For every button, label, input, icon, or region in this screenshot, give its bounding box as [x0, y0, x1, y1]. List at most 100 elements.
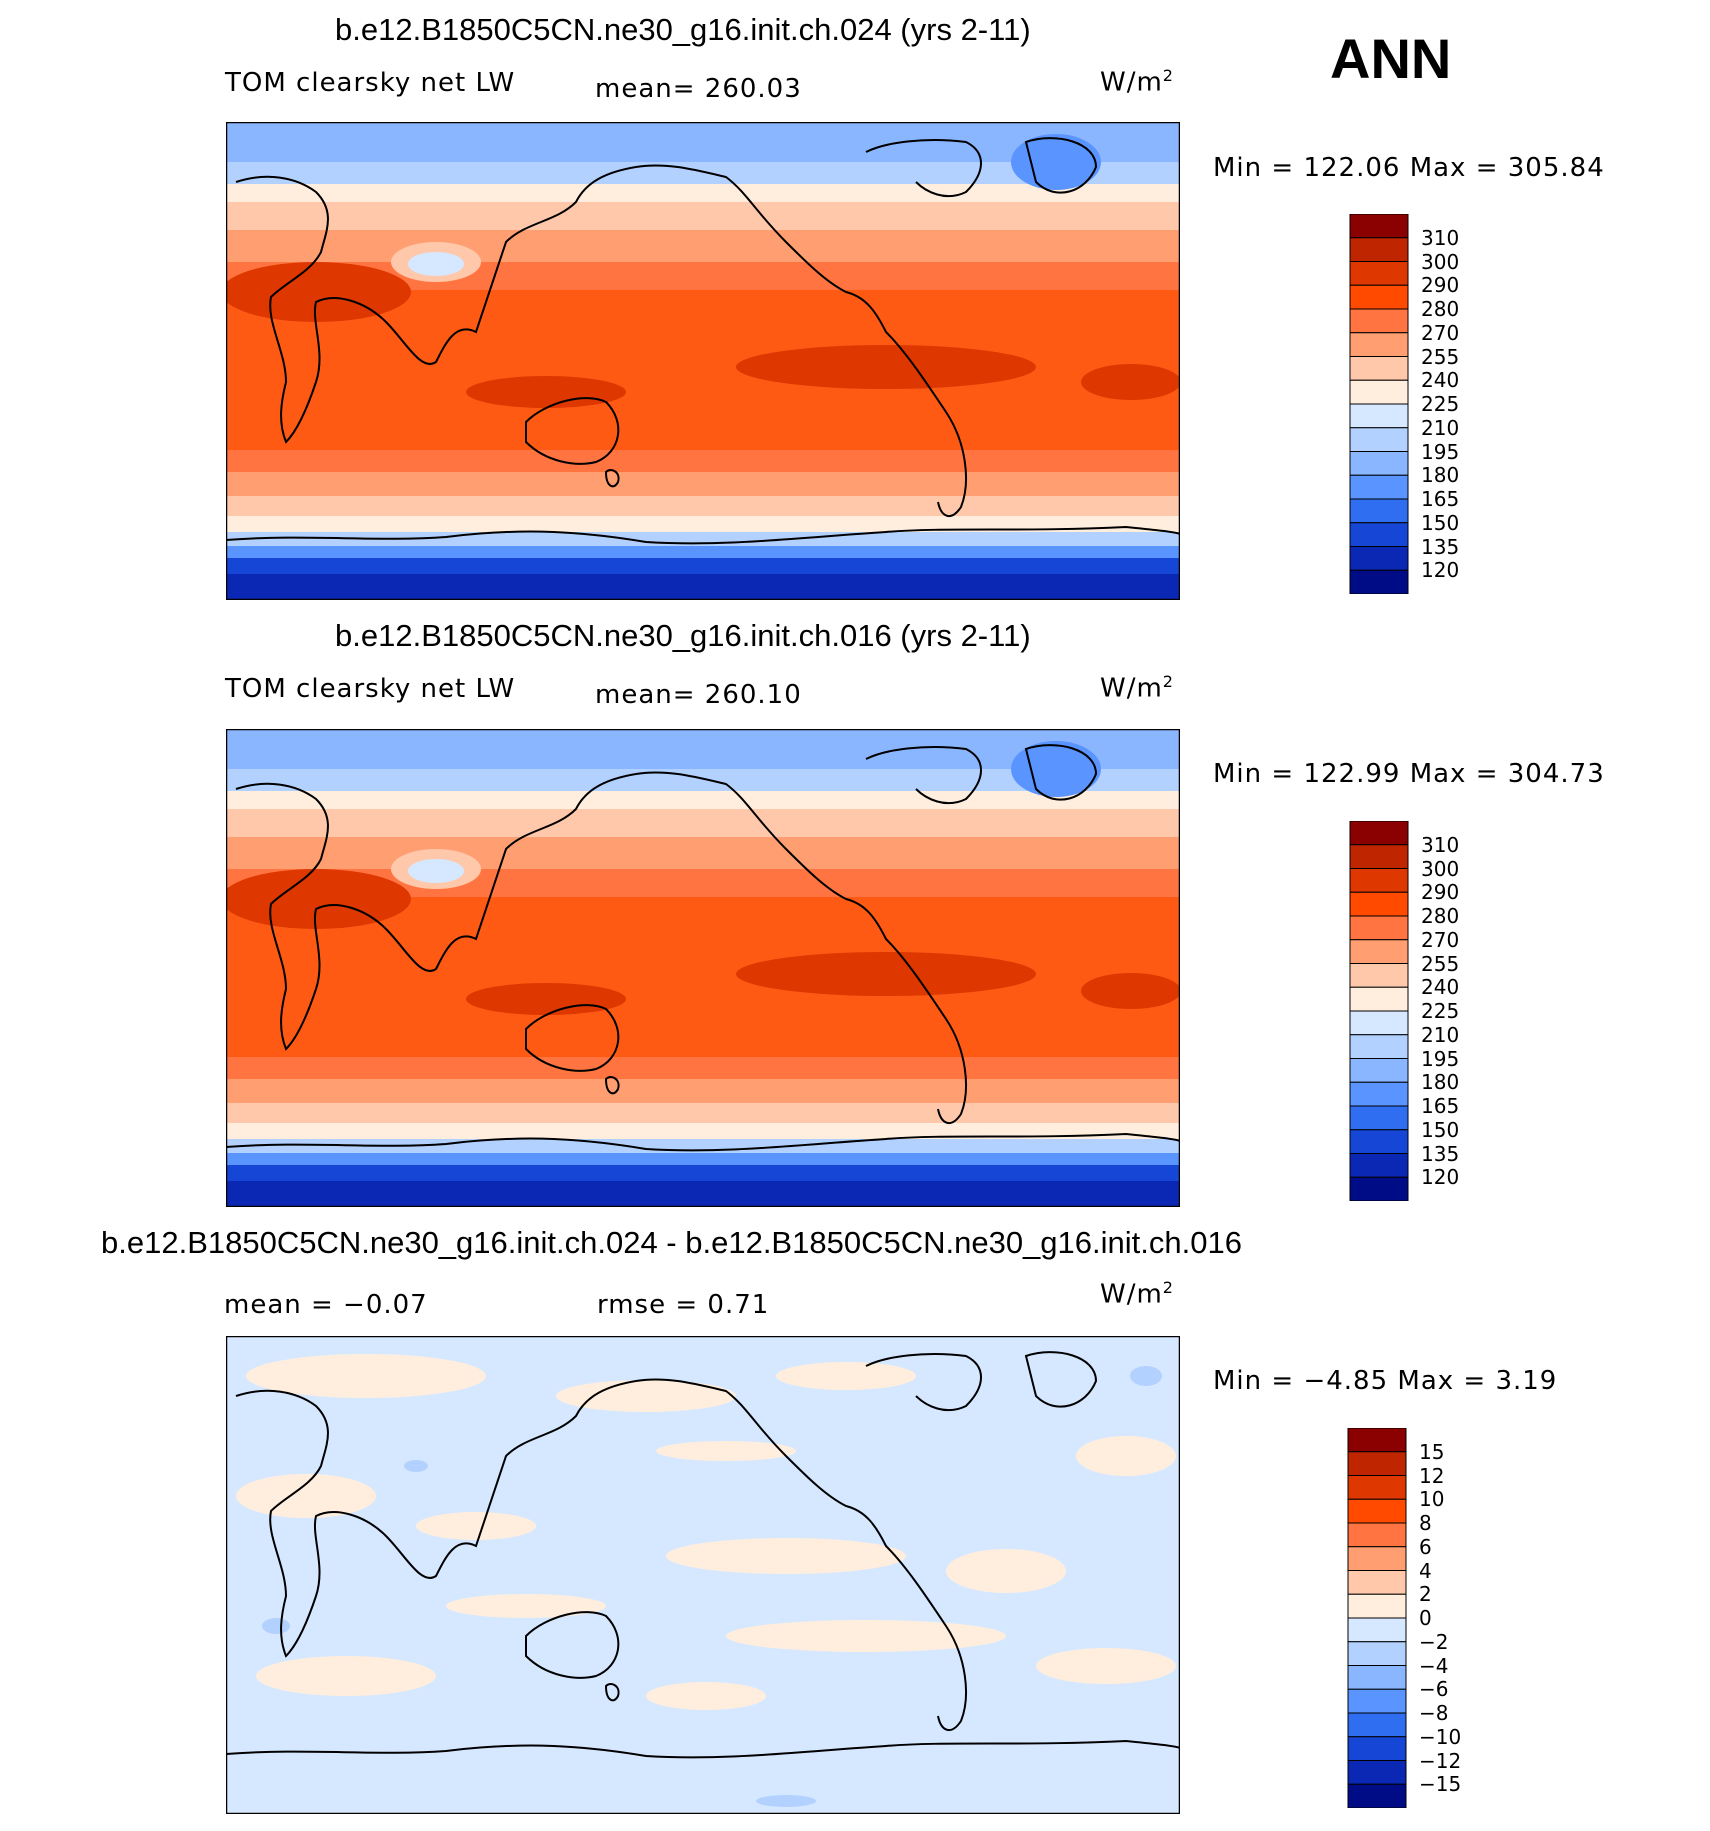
panel-3-colorbar	[1347, 1428, 1407, 1808]
panel-2-colorbar	[1349, 821, 1409, 1201]
colorbar-segment	[1349, 986, 1409, 1012]
colorbar-segment	[1349, 821, 1409, 846]
colorbar-segment	[1349, 1034, 1409, 1059]
colorbar-tick-label: 165	[1421, 1094, 1460, 1118]
colorbar-tick-label: 255	[1421, 951, 1460, 976]
panel-1-mean-label: mean= 260.03	[595, 74, 802, 104]
colorbar-tick-label: −12	[1419, 1748, 1462, 1773]
colorbar-tick-label: 165	[1421, 487, 1460, 511]
panel-3-map	[226, 1336, 1180, 1814]
colorbar-tick-label: 255	[1421, 344, 1460, 369]
colorbar-segment	[1347, 1665, 1407, 1690]
colorbar-segment	[1347, 1783, 1407, 1808]
panel-3-units: W/m2	[1100, 1278, 1174, 1310]
colorbar-segment	[1349, 214, 1409, 239]
colorbar-segment	[1347, 1428, 1407, 1453]
colorbar-segment	[1349, 332, 1409, 357]
panel-2-title: b.e12.B1850C5CN.ne30_g16.init.ch.016 (yr…	[335, 618, 1031, 653]
colorbar-segment	[1349, 1176, 1409, 1201]
colorbar-tick-label: −2	[1419, 1629, 1449, 1654]
colorbar-segment	[1349, 546, 1409, 571]
colorbar-segment	[1349, 891, 1409, 917]
colorbar-tick-label: 290	[1421, 273, 1460, 298]
colorbar-tick-label: 280	[1421, 297, 1460, 321]
colorbar-segment	[1349, 939, 1409, 964]
colorbar-segment	[1349, 1058, 1409, 1083]
panel-1-map	[226, 122, 1180, 600]
colorbar-tick-label: 225	[1421, 392, 1460, 416]
colorbar-tick-label: 270	[1421, 927, 1460, 952]
colorbar-tick-label: 195	[1421, 439, 1460, 464]
colorbar-tick-label: 180	[1421, 1070, 1460, 1095]
colorbar-segment	[1347, 1451, 1407, 1476]
colorbar-tick-label: 135	[1421, 534, 1460, 559]
colorbar-segment	[1349, 284, 1409, 310]
colorbar-segment	[1349, 1010, 1409, 1036]
colorbar-segment	[1347, 1546, 1407, 1571]
colorbar-tick-label: 15	[1419, 1439, 1445, 1464]
colorbar-segment	[1347, 1617, 1407, 1643]
colorbar-tick-label: 240	[1421, 368, 1460, 393]
colorbar-tick-label: 10	[1419, 1487, 1445, 1512]
colorbar-segment	[1349, 963, 1409, 988]
panel-2-mean-label: mean= 260.10	[595, 680, 802, 710]
panel-1-colorbar	[1349, 214, 1409, 594]
colorbar-tick-label: 180	[1421, 463, 1460, 488]
colorbar-tick-label: 120	[1421, 558, 1460, 583]
panel-1-minmax: Min = 122.06 Max = 305.84	[1213, 153, 1605, 183]
colorbar-segment	[1349, 261, 1409, 286]
colorbar-segment	[1347, 1593, 1407, 1619]
colorbar-segment	[1347, 1498, 1407, 1524]
panel-3-minmax: Min = −4.85 Max = 3.19	[1213, 1366, 1558, 1396]
colorbar-tick-label: −4	[1419, 1653, 1449, 1678]
panel-2-map	[226, 729, 1180, 1207]
colorbar-tick-label: 120	[1421, 1165, 1460, 1190]
colorbar-tick-label: 280	[1421, 904, 1460, 928]
panel-2-minmax: Min = 122.99 Max = 304.73	[1213, 759, 1605, 789]
panel-3-rmse-label: rmse = 0.71	[597, 1290, 770, 1320]
panel-3-mean-label: mean = −0.07	[224, 1290, 428, 1320]
colorbar-tick-label: −10	[1419, 1724, 1462, 1749]
panel-1-units: W/m2	[1100, 66, 1174, 98]
colorbar-tick-label: 210	[1421, 415, 1460, 440]
colorbar-tick-label: −8	[1419, 1701, 1449, 1725]
colorbar-segment	[1349, 1105, 1409, 1131]
colorbar-tick-label: 310	[1421, 225, 1460, 250]
colorbar-segment	[1349, 427, 1409, 452]
colorbar-segment	[1349, 1129, 1409, 1154]
colorbar-segment	[1349, 474, 1409, 500]
colorbar-segment	[1349, 915, 1409, 941]
colorbar-tick-label: 290	[1421, 880, 1460, 905]
colorbar-tick-label: 4	[1419, 1558, 1432, 1583]
colorbar-tick-label: 12	[1419, 1463, 1445, 1488]
colorbar-segment	[1347, 1760, 1407, 1785]
panel-2-variable-label: TOM clearsky net LW	[225, 674, 516, 704]
colorbar-segment	[1347, 1641, 1407, 1666]
colorbar-segment	[1349, 308, 1409, 334]
colorbar-tick-label: 310	[1421, 832, 1460, 857]
colorbar-segment	[1349, 498, 1409, 524]
panel-3-colorbar-ticks: 15 12 10 8 6 4 2 0 −2 −4 −6 −8 −10 −12 −15	[1419, 1428, 1499, 1808]
colorbar-segment	[1347, 1736, 1407, 1761]
panel-1-colorbar-ticks: 310 300 290 280 270 255 240 225 210 195 180 165 150 1…	[1421, 214, 1501, 594]
colorbar-segment	[1349, 844, 1409, 869]
colorbar-tick-label: 300	[1421, 856, 1460, 881]
colorbar-segment	[1349, 1153, 1409, 1178]
panel-2-colorbar-ticks: 310 300 290 280 270 255 240 225 210 195 180 165 150 1…	[1421, 821, 1501, 1201]
colorbar-tick-label: 225	[1421, 999, 1460, 1023]
colorbar-tick-label: −15	[1419, 1772, 1462, 1797]
panel-3-title: b.e12.B1850C5CN.ne30_g16.init.ch.024 - b…	[101, 1225, 1242, 1260]
colorbar-segment	[1349, 522, 1409, 547]
season-label: ANN	[1330, 27, 1452, 90]
colorbar-tick-label: 150	[1421, 510, 1460, 535]
colorbar-tick-label: 270	[1421, 320, 1460, 345]
colorbar-segment	[1347, 1570, 1407, 1595]
colorbar-segment	[1349, 356, 1409, 381]
colorbar-tick-label: 2	[1419, 1582, 1432, 1607]
colorbar-segment	[1347, 1522, 1407, 1548]
colorbar-tick-label: 8	[1419, 1511, 1432, 1535]
colorbar-segment	[1349, 379, 1409, 405]
colorbar-segment	[1347, 1712, 1407, 1738]
colorbar-segment	[1349, 868, 1409, 893]
colorbar-segment	[1347, 1475, 1407, 1500]
